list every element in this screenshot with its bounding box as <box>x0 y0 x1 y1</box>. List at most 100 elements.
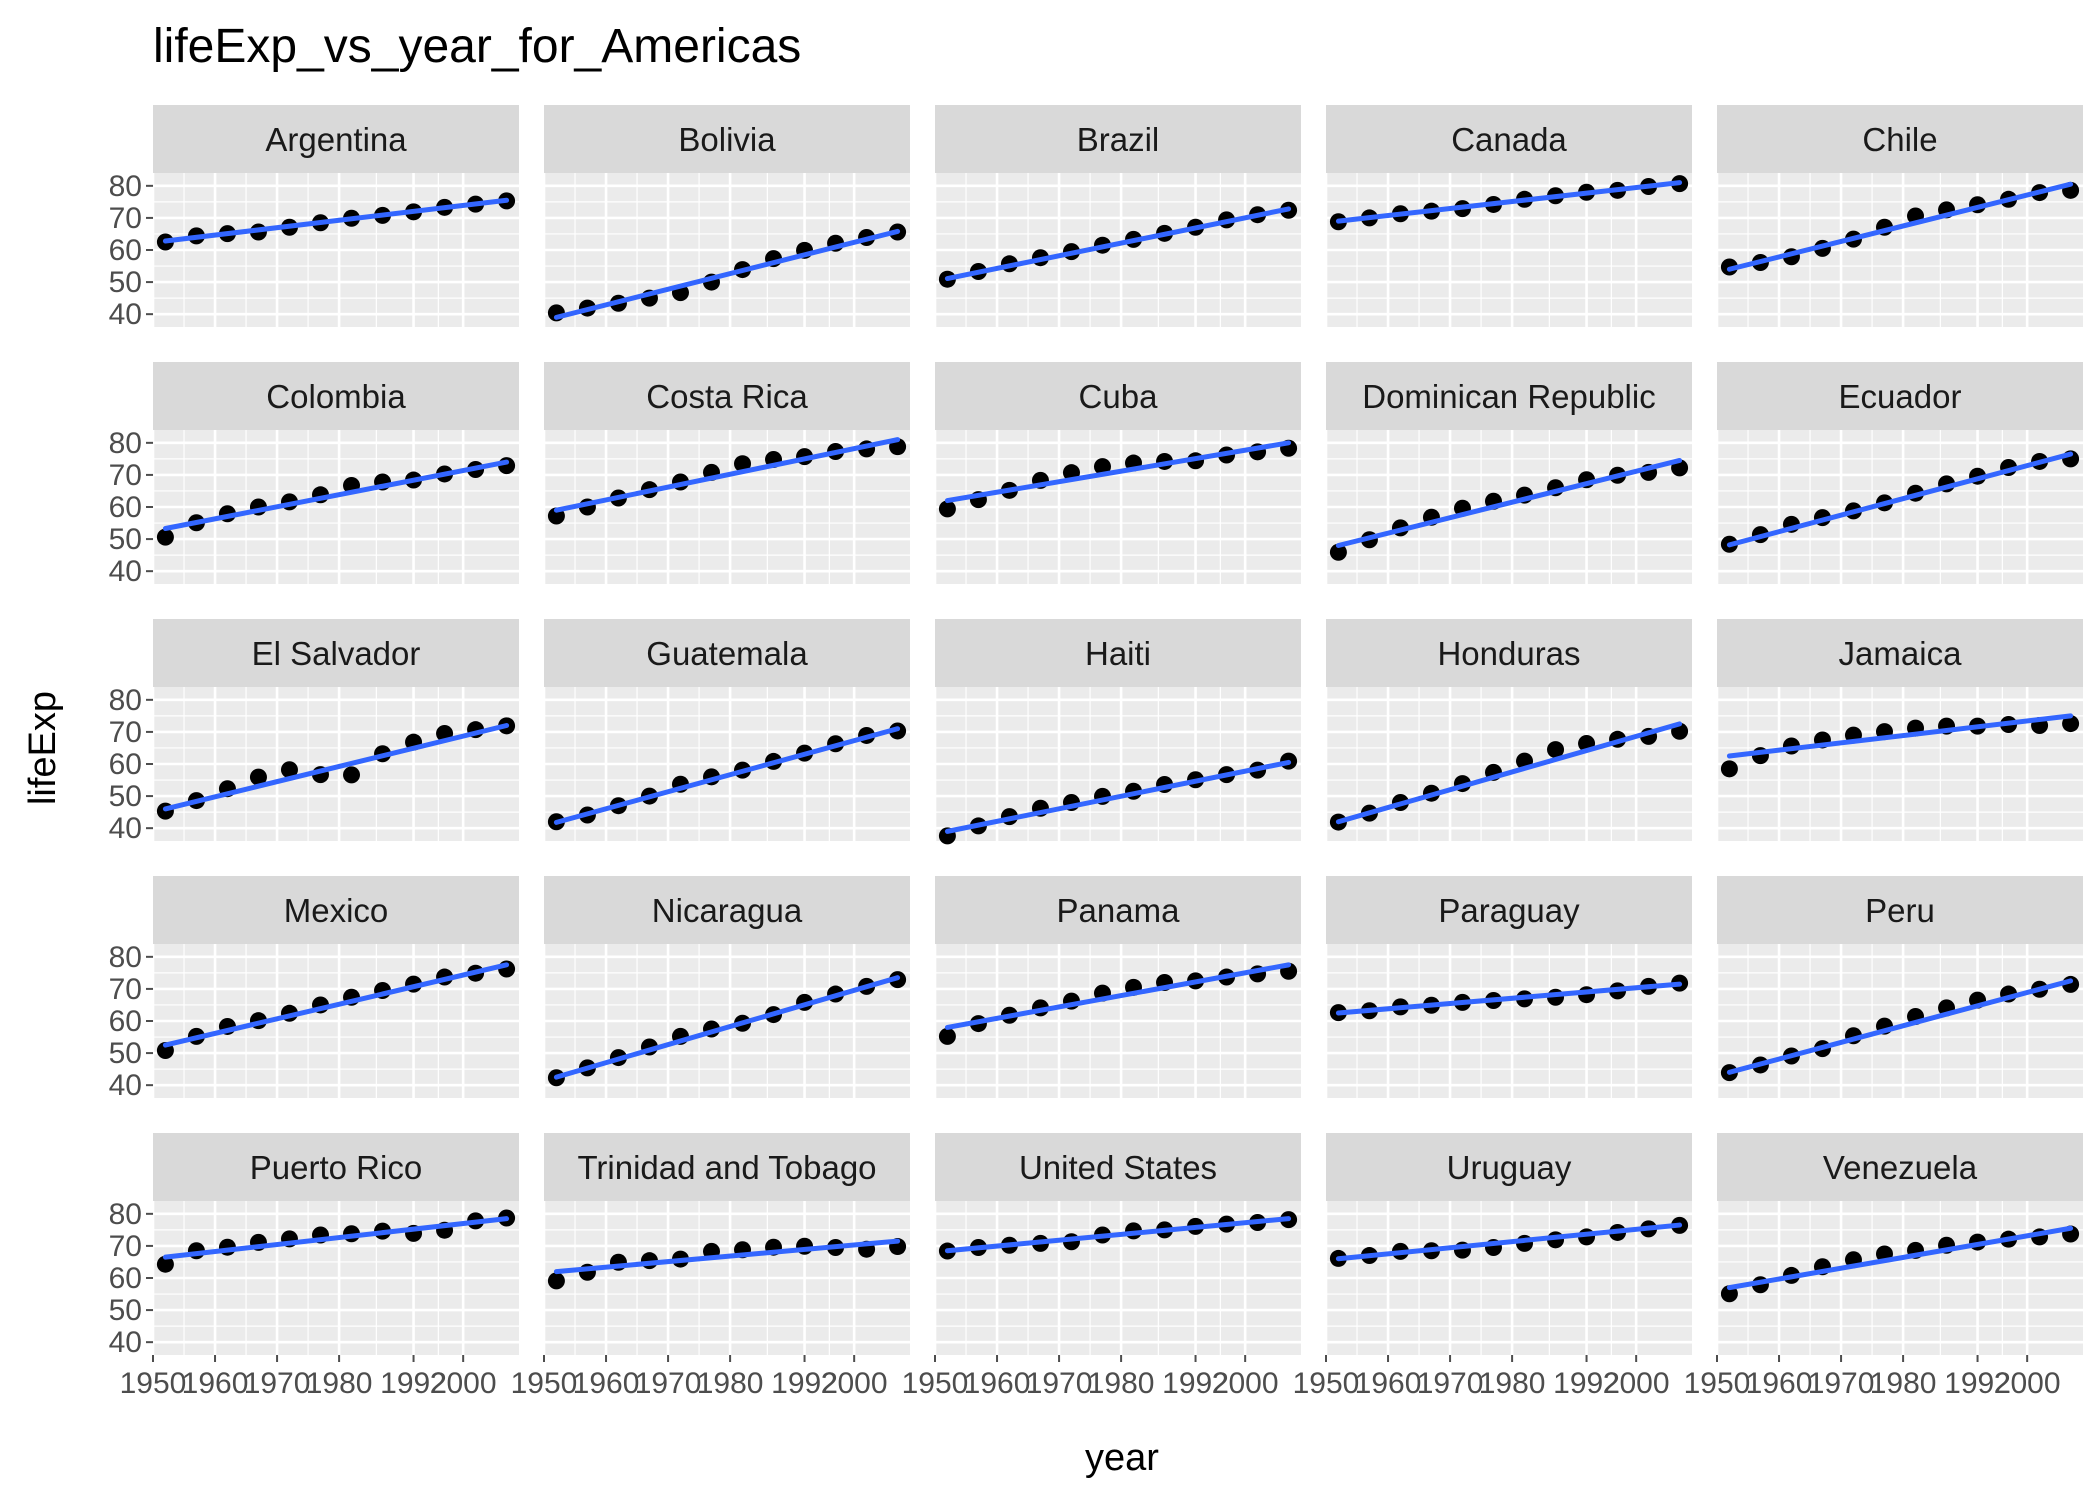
facet-strip-label: Peru <box>1865 892 1935 929</box>
facet-panel-dominican-republic: Dominican Republic <box>1324 362 1692 584</box>
y-tick-label: 50 <box>109 523 142 556</box>
facet-strip-label: Mexico <box>284 892 389 929</box>
x-tick-label: 1980 <box>306 1367 373 1400</box>
x-tick-label: 1992 <box>380 1367 447 1400</box>
x-tick-label: 1950 <box>511 1367 578 1400</box>
y-tick-label: 70 <box>109 202 142 235</box>
y-tick-label: 70 <box>109 1230 142 1263</box>
x-tick-label: 2000 <box>1603 1367 1670 1400</box>
x-tick-label: 1970 <box>635 1367 702 1400</box>
facet-strip <box>544 105 910 173</box>
trend-line <box>1726 451 2074 548</box>
data-point <box>1720 1285 1738 1303</box>
y-tick-label: 60 <box>109 1262 142 1295</box>
x-tick-label: 1992 <box>1553 1367 1620 1400</box>
facet-strip <box>1326 1133 1692 1201</box>
x-tick-label: 2000 <box>1212 1367 1279 1400</box>
facet-panel-panama: Panama <box>933 876 1301 1098</box>
trend-line <box>1726 1225 2074 1291</box>
y-tick-label: 80 <box>109 941 142 974</box>
y-tick-label: 80 <box>109 684 142 717</box>
y-tick-label: 40 <box>109 298 142 331</box>
facet-strip-label: Bolivia <box>678 121 776 158</box>
x-tick-label: 1992 <box>771 1367 838 1400</box>
trend-line <box>944 759 1292 834</box>
x-tick-label: 1970 <box>1808 1367 1875 1400</box>
data-point <box>2062 715 2080 733</box>
facet-strip-label: Brazil <box>1077 121 1160 158</box>
facet-panel-haiti: Haiti <box>933 619 1301 845</box>
facet-strip <box>935 876 1301 944</box>
x-tick-label: 1960 <box>573 1367 640 1400</box>
trend-line <box>1726 713 2074 759</box>
trend-line <box>1726 978 2074 1075</box>
x-tick-label: 1960 <box>1355 1367 1422 1400</box>
facet-strip-label: Jamaica <box>1839 635 1963 672</box>
x-tick-label: 2000 <box>1994 1367 2061 1400</box>
facet-strip <box>1717 1133 2083 1201</box>
facet-strip-label: Honduras <box>1437 635 1580 672</box>
data-point <box>1547 741 1565 759</box>
trend-line <box>944 962 1292 1030</box>
facet-panel-jamaica: Jamaica <box>1715 619 2083 841</box>
facet-strip-label: Uruguay <box>1447 1149 1572 1186</box>
facet-strip-label: Argentina <box>265 121 407 158</box>
facet-strip-label: Colombia <box>266 378 406 415</box>
facet-strip <box>1717 362 2083 430</box>
facet-strip <box>1717 876 2083 944</box>
x-tick-label: 1970 <box>244 1367 311 1400</box>
facet-panel-brazil: Brazil <box>933 105 1301 327</box>
facet-strip-label: Guatemala <box>646 635 808 672</box>
facet-panel-cuba: Cuba <box>933 362 1301 584</box>
facet-strip-label: Nicaragua <box>652 892 803 929</box>
trend-line <box>944 206 1292 282</box>
facet-panel-paraguay: Paraguay <box>1324 876 1692 1098</box>
x-tick-label: 1992 <box>1944 1367 2011 1400</box>
facet-strip-label: Panama <box>1057 892 1181 929</box>
trend-line <box>1726 181 2074 272</box>
facet-panel-chile: Chile <box>1715 105 2083 327</box>
facet-panel-honduras: Honduras <box>1324 619 1692 841</box>
facet-strip-label: United States <box>1019 1149 1217 1186</box>
x-axis-title: year <box>1085 1437 1159 1479</box>
y-tick-label: 50 <box>109 780 142 813</box>
facet-strip-label: Dominican Republic <box>1362 378 1655 415</box>
x-tick-label: 2000 <box>821 1367 888 1400</box>
trend-line <box>944 1216 1292 1254</box>
trend-line <box>162 459 510 531</box>
facet-strip <box>153 619 519 687</box>
trend-line <box>944 440 1292 504</box>
facet-strip <box>544 619 910 687</box>
facet-strip <box>544 876 910 944</box>
data-point <box>280 761 298 779</box>
facet-strip <box>1717 105 2083 173</box>
x-tick-label: 1960 <box>1746 1367 1813 1400</box>
data-point <box>547 1272 565 1290</box>
facet-strip-label: Venezuela <box>1823 1149 1978 1186</box>
facet-panel-peru: Peru <box>1715 876 2083 1098</box>
y-tick-label: 40 <box>109 1069 142 1102</box>
data-point <box>734 455 752 473</box>
facet-strip <box>153 105 519 173</box>
facet-strip <box>1326 619 1692 687</box>
trend-line <box>1335 721 1683 825</box>
y-tick-label: 60 <box>109 748 142 781</box>
y-tick-label: 70 <box>109 973 142 1006</box>
y-axis-title: lifeExp <box>22 691 64 805</box>
facet-strip <box>544 362 910 430</box>
trend-line <box>1335 180 1683 224</box>
trend-line <box>1335 457 1683 548</box>
facet-strip-label: Cuba <box>1079 378 1159 415</box>
facet-strip <box>935 362 1301 430</box>
y-tick-label: 60 <box>109 491 142 524</box>
facet-strip <box>153 1133 519 1201</box>
facet-strip <box>1717 619 2083 687</box>
data-point <box>249 768 267 786</box>
x-tick-label: 1980 <box>1479 1367 1546 1400</box>
facet-strip <box>935 619 1301 687</box>
facet-strip <box>935 1133 1301 1201</box>
